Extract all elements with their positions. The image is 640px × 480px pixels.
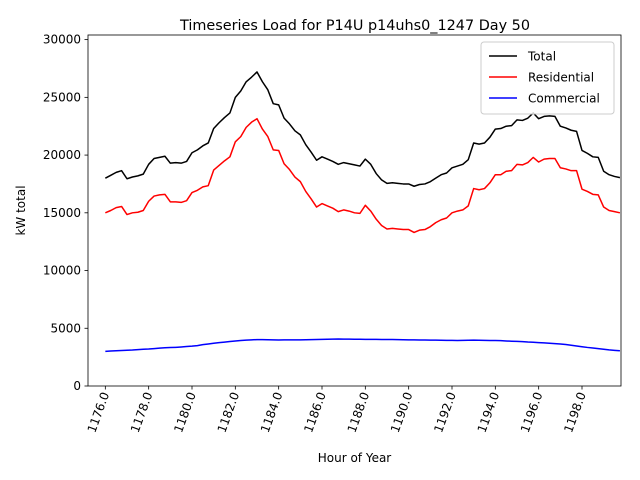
x-tick-label: 1196.0 [518, 390, 546, 434]
y-tick-label: 10000 [43, 264, 81, 278]
x-tick-label: 1198.0 [561, 390, 589, 434]
x-tick-label: 1192.0 [431, 390, 459, 434]
y-tick-label: 0 [73, 379, 81, 393]
x-tick-label: 1190.0 [388, 390, 416, 434]
x-tick-label: 1178.0 [128, 390, 156, 434]
x-tick-label: 1194.0 [475, 390, 503, 434]
x-tick-label: 1184.0 [258, 390, 286, 434]
y-axis-label: kW total [14, 185, 28, 235]
plot-frame [87, 34, 622, 387]
x-axis: 1176.0 1178.0 1180.0 1182.0 1184.0 1186.0 1188… [85, 386, 589, 434]
legend-label-commercial: Commercial [528, 92, 600, 106]
series-line-residential [105, 117, 621, 234]
y-tick-label: 30000 [43, 33, 81, 47]
y-tick-label: 5000 [50, 321, 81, 335]
legend: Total Residential Commercial [480, 41, 615, 115]
y-tick-label: 25000 [43, 90, 81, 104]
y-tick-label: 20000 [43, 148, 81, 162]
x-tick-label: 1180.0 [171, 390, 199, 434]
series-line-commercial [105, 338, 620, 353]
x-tick-label: 1182.0 [215, 390, 243, 434]
y-axis: 0 5000 10000 15000 20000 25000 30000 [43, 33, 88, 393]
y-tick-label: 15000 [43, 206, 81, 220]
chart-title: Timeseries Load for P14U p14uhs0_1247 Da… [179, 18, 530, 34]
x-tick-label: 1186.0 [301, 390, 329, 434]
legend-label-residential: Residential [528, 71, 594, 85]
legend-box [480, 41, 615, 115]
x-axis-label: Hour of Year [318, 451, 392, 465]
x-tick-label: 1188.0 [345, 390, 373, 434]
legend-label-total: Total [527, 50, 556, 64]
x-tick-label: 1176.0 [85, 390, 113, 434]
